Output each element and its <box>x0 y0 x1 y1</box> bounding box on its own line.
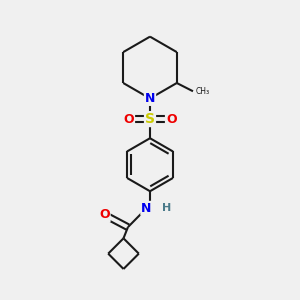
Text: N: N <box>141 202 152 215</box>
Text: H: H <box>162 203 172 213</box>
Text: O: O <box>99 208 110 221</box>
Text: O: O <box>124 112 134 126</box>
Text: N: N <box>145 92 155 105</box>
Text: O: O <box>166 112 176 126</box>
Text: S: S <box>145 112 155 126</box>
Text: CH₃: CH₃ <box>195 87 209 96</box>
